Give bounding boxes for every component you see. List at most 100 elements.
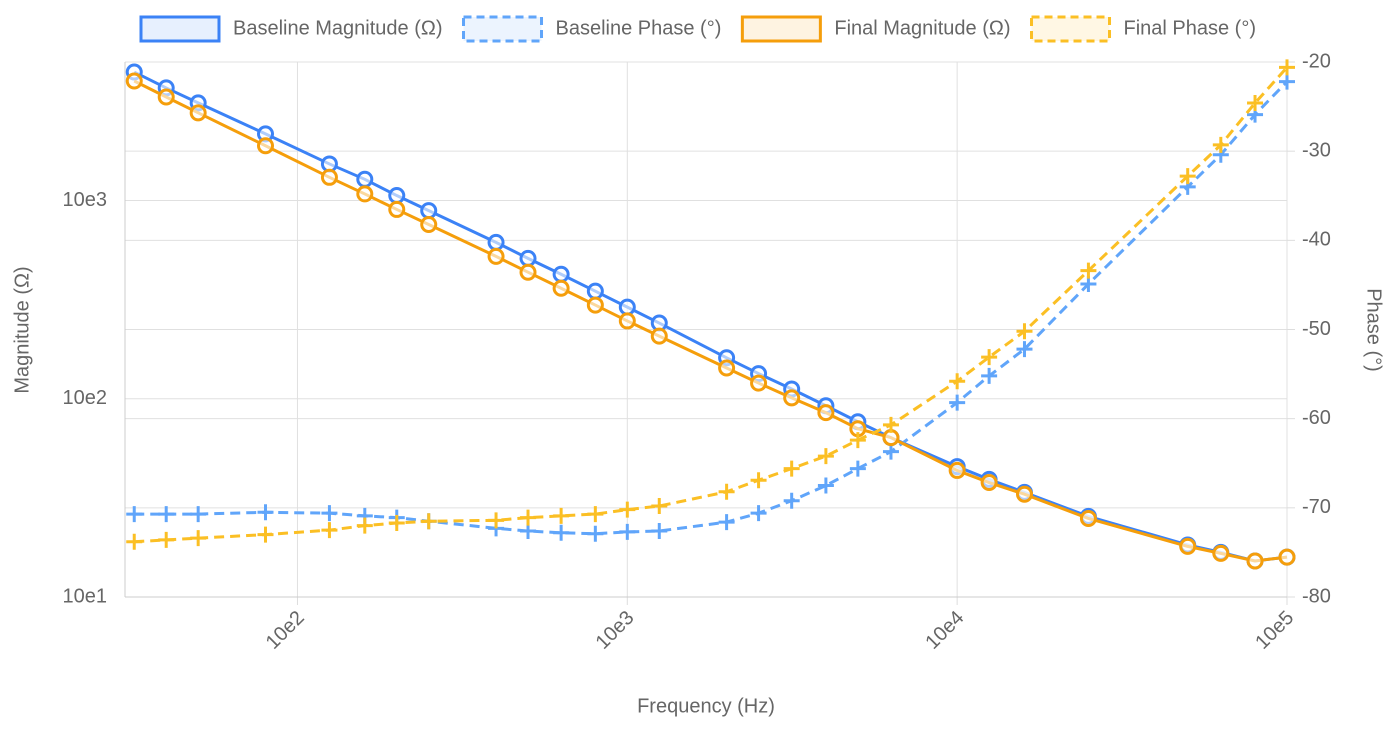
data-point (586, 282, 604, 300)
data-point (618, 298, 636, 316)
data-point (519, 263, 537, 281)
data-point (1279, 73, 1295, 90)
y2-tick-label: -20 (1302, 50, 1331, 72)
data-point (750, 374, 768, 392)
data-point (587, 525, 604, 542)
data-point (1179, 168, 1196, 185)
data-point (1080, 262, 1097, 279)
y2-tick-label: -40 (1302, 229, 1331, 251)
data-point (718, 514, 735, 531)
legend-swatch (139, 15, 221, 43)
data-point (619, 501, 636, 518)
data-point (321, 505, 338, 522)
data-point (552, 265, 570, 283)
data-point (420, 216, 438, 234)
x-tick-label: 10e4 (921, 607, 968, 654)
y2-tick-label: -30 (1302, 139, 1331, 161)
data-point (1016, 341, 1033, 358)
data-point (949, 373, 966, 390)
data-point (981, 349, 998, 366)
data-point (519, 249, 537, 267)
data-point (1278, 548, 1296, 566)
data-point (1079, 509, 1097, 527)
data-point (189, 104, 207, 122)
data-point (420, 202, 438, 220)
data-point (783, 389, 801, 407)
series-line (134, 80, 1289, 536)
legend-swatch (1030, 15, 1112, 43)
x-axis-title: Frequency (Hz) (637, 695, 775, 717)
x-tick-label: 10e5 (1251, 607, 1298, 654)
data-point (783, 460, 800, 477)
series-line (134, 66, 1289, 544)
data-point (586, 296, 604, 314)
data-point (257, 526, 274, 543)
data-point (817, 448, 834, 465)
data-point (388, 187, 406, 205)
data-point (552, 279, 570, 297)
y2-tick-label: -70 (1302, 496, 1331, 518)
data-point (553, 524, 570, 541)
data-point (1015, 485, 1033, 503)
x-tick-label: 10e2 (262, 607, 309, 654)
legend-swatch (462, 15, 544, 43)
data-point (849, 460, 866, 477)
data-point (651, 498, 668, 515)
y2-axis-title: Phase (°) (1363, 288, 1385, 372)
data-point (356, 185, 374, 203)
legend: Baseline Magnitude (Ω) Baseline Phase (°)… (139, 15, 1257, 43)
data-point (1016, 323, 1033, 340)
data-point (1212, 544, 1230, 562)
data-point (849, 432, 866, 449)
data-point (257, 137, 275, 155)
y2-tick-label: -60 (1302, 407, 1331, 429)
data-point (817, 404, 835, 422)
legend-label: Baseline Phase (°) (556, 17, 722, 39)
grid (125, 61, 1288, 598)
y2-tick-label: -80 (1302, 585, 1331, 607)
data-point (1279, 59, 1295, 76)
data-point (520, 509, 537, 526)
data-point (619, 523, 636, 540)
series-line (133, 70, 1288, 563)
data-point (882, 443, 899, 460)
data-point (718, 359, 736, 377)
data-point (321, 522, 338, 539)
data-point (356, 170, 374, 188)
data-point (257, 504, 274, 521)
data-point (783, 492, 800, 509)
y-tick-label: 10e2 (63, 387, 108, 409)
data-point (320, 168, 338, 186)
data-point (158, 531, 175, 548)
data-point (487, 233, 505, 251)
data-point (1247, 95, 1264, 112)
data-point (981, 367, 998, 384)
data-point (650, 327, 668, 345)
data-point (1246, 552, 1264, 570)
data-point (750, 505, 767, 522)
legend-label: Final Magnitude (Ω) (834, 17, 1010, 39)
data-point (520, 523, 537, 540)
data-point (126, 533, 143, 550)
data-point (1080, 276, 1097, 293)
data-point (190, 530, 207, 547)
data-point (651, 523, 668, 540)
data-point (388, 200, 406, 218)
x-tick-label: 10e3 (592, 607, 639, 654)
data-point (980, 474, 998, 492)
data-point (949, 394, 966, 411)
data-point (190, 506, 207, 523)
data-point (157, 88, 175, 106)
data-point (817, 477, 834, 494)
data-point (553, 507, 570, 524)
data-point (1179, 537, 1197, 555)
data-point (1212, 136, 1229, 153)
data-point (388, 514, 405, 531)
data-point (948, 461, 966, 479)
data-point (750, 472, 767, 489)
legend-label: Final Phase (°) (1124, 17, 1257, 39)
legend-swatch (740, 15, 822, 43)
data-point (125, 72, 143, 90)
y2-tick-label: -50 (1302, 318, 1331, 340)
